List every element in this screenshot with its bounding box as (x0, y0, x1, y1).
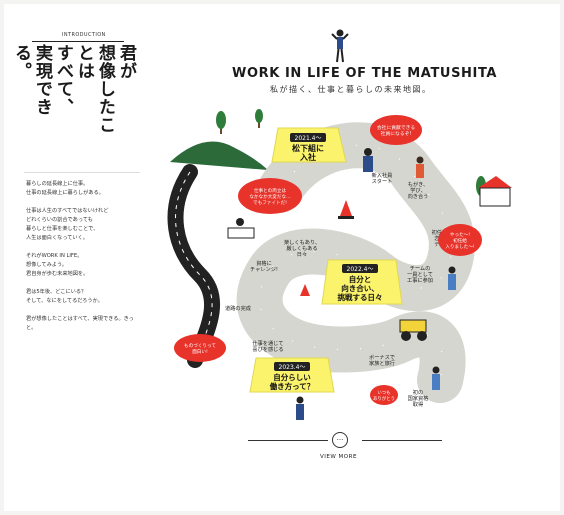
tile-label: ボーナスで家族と旅行 (369, 353, 395, 367)
tree-icon (255, 109, 263, 128)
intro-label: INTRODUCTION (62, 32, 106, 38)
svg-text:会社に貢献できる社員になるぞ!: 会社に貢献できる社員になるぞ! (377, 124, 415, 137)
view-more-line-left (248, 440, 328, 441)
svg-text:仕事との両立はなかなか大変だな…でもファイトだ!: 仕事との両立はなかなか大変だな…でもファイトだ! (249, 187, 291, 206)
tile-label: 初の国家資格取得 (408, 388, 430, 408)
milestone-date: 2021.4〜 (295, 135, 322, 142)
tile-label: 仕事を通じて喜びを感じる (252, 339, 283, 353)
milestone-2023[interactable]: 2023.4〜 自分らしい 働き方って？ (249, 357, 335, 393)
intro-divider (24, 172, 140, 173)
tile-label: チームの一員として工事に参加 (407, 265, 433, 284)
speech-bubble: 会社に貢献できる社員になるぞ! (370, 115, 422, 145)
svg-text:いつもありがとう: いつもありがとう (373, 390, 395, 402)
tree-icon (216, 111, 226, 134)
intro-title-line-1: 君が (116, 44, 136, 80)
desk-icon (227, 218, 255, 239)
intro-paragraph: 君は5年後、どこにいる？ そして、なにをしてるだろうか。 (26, 289, 103, 304)
board-path (236, 122, 475, 403)
future-map: 2021.4〜 松下組に 入社 2022.4〜 自分と 向き合い、 挑戦する日々… (167, 109, 512, 420)
speech-bubble: いつもありがとう (370, 385, 398, 405)
milestone-text: 向き合い、 (341, 283, 379, 293)
svg-text:ものづくりって面白い!: ものづくりって面白い! (184, 342, 216, 355)
tile-label: 資格にチャレンジ! (250, 259, 278, 273)
person-icon (296, 396, 304, 420)
milestone-date: 2023.4〜 (279, 364, 306, 371)
milestone-text: 働き方って？ (269, 381, 315, 391)
tile-label: 道路の完成 (225, 304, 251, 312)
tile-label: 楽しくもあり、厳しくもある日々 (284, 238, 320, 258)
intro-title: 君が 想像したことは すべて、 実現できる。 (11, 44, 136, 144)
intro-paragraph: 仕事は人生のすべてではないけれど どれくらいの割合であっても 暮らしと仕事を楽し… (26, 208, 109, 241)
person-icon (432, 366, 440, 390)
milestone-text: 入社 (299, 152, 316, 162)
roller-icon (399, 319, 427, 341)
intro-rule (32, 41, 124, 42)
tile-label: もがき、学び、向き合う (408, 180, 429, 200)
view-more-button[interactable]: ··· (332, 432, 348, 448)
milestone-text: 松下組に (292, 143, 324, 153)
speech-bubble: 仕事との両立はなかなか大変だな…でもファイトだ! (238, 178, 302, 214)
milestone-2021[interactable]: 2021.4〜 松下組に 入社 (271, 127, 347, 163)
intro-paragraph: 君が想像したことはすべて、実現できる。きっと。 (26, 316, 134, 331)
speech-bubble: ものづくりって面白い! (174, 334, 226, 362)
person-icon (416, 156, 424, 178)
cone-icon (300, 284, 310, 296)
page-subtitle: 私が描く、仕事と暮らしの未来地図。 (270, 85, 432, 94)
intro-paragraph: 暮らしの延長線上に仕事。 仕事の延長線上に暮らしがある。 (26, 181, 104, 196)
intro-header: INTRODUCTION (20, 32, 140, 42)
intro-title-line-4: 実現できる。 (11, 44, 52, 116)
person-icon (448, 266, 456, 290)
intro-title-line-3: すべて、 (53, 44, 73, 116)
view-more-line-right (362, 440, 442, 441)
milestone-date: 2022.4〜 (347, 266, 374, 273)
dots-icon: ··· (336, 435, 344, 444)
milestone-text: 自分と (349, 274, 372, 284)
worker-figure-icon (331, 29, 349, 63)
view-more-label[interactable]: VIEW MORE (320, 454, 357, 460)
person-icon (363, 148, 373, 172)
svg-text:やった〜!初任給入りました〜!: やった〜!初任給入りました〜! (445, 231, 475, 250)
milestone-2022[interactable]: 2022.4〜 自分と 向き合い、 挑戦する日々 (321, 259, 403, 305)
intro-paragraph: それがWORK IN LIFE。 想像してみよう。 君自身が歩む未来地図を。 (26, 253, 89, 277)
intro-title-line-2: 想像したことは (74, 44, 115, 134)
cone-icon (338, 200, 354, 219)
milestone-text: 自分らしい (273, 372, 311, 382)
speech-bubble: やった〜!初任給入りました〜! (438, 224, 482, 256)
page-title: WORK IN LIFE OF THE MATUSHITA (232, 66, 498, 81)
tile-label: 新入社員スタート (372, 171, 393, 185)
milestone-text: 挑戦する日々 (338, 292, 383, 302)
hill-shape (170, 141, 268, 170)
house-icon (478, 176, 512, 207)
intro-body: 暮らしの延長線上に仕事。 仕事の延長線上に暮らしがある。 仕事は人生のすべてでは… (26, 180, 142, 342)
